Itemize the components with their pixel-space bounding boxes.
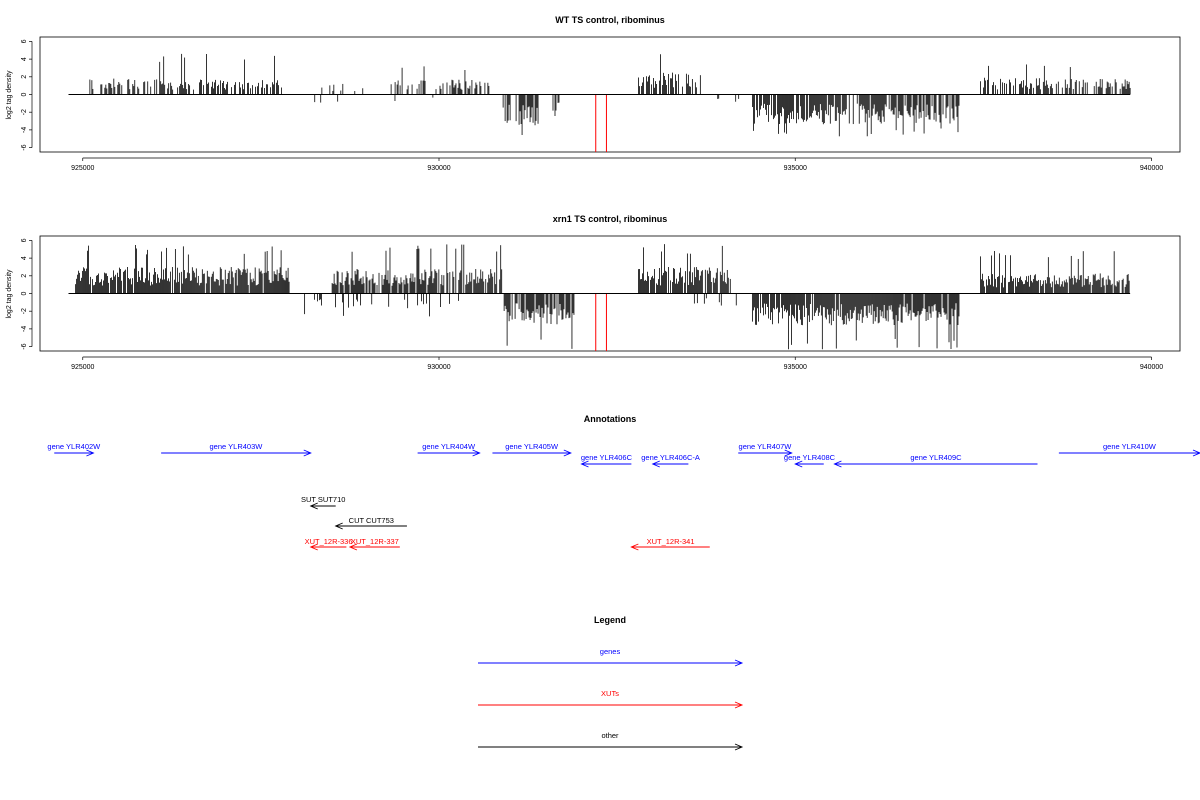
annotation-arrow xyxy=(580,460,632,468)
annotation-label: gene YLR408C xyxy=(784,453,836,462)
wt-y-tick-label: -2 xyxy=(21,109,28,115)
legend-arrow-XUTs xyxy=(478,701,744,709)
annotation-arrow xyxy=(309,502,336,510)
annotation-label: gene YLR406C-A xyxy=(641,453,700,462)
xrn1-signal-bars xyxy=(75,244,1130,350)
xrn1-y-tick-label: 2 xyxy=(21,274,28,278)
wt-y-axis: 6 4 2 0 -2 -4 -6 xyxy=(21,39,33,151)
xrn1-x-tick-label: 940000 xyxy=(1140,364,1163,371)
annotation-arrow xyxy=(630,543,710,551)
legend-label: genes xyxy=(600,647,621,656)
annotation-label: CUT CUT753 xyxy=(349,516,394,525)
annotation-arrow xyxy=(348,543,400,551)
annotation-arrow xyxy=(738,449,793,457)
wt-y-tick-label: 2 xyxy=(21,75,28,79)
annotation-label: XUT_12R-336 xyxy=(305,537,353,546)
xrn1-y-axis: 6 4 2 0 -2 -4 -6 xyxy=(21,238,33,350)
xrn1-y-tick-label: 4 xyxy=(21,256,28,260)
annotation-label: gene YLR404W xyxy=(422,442,476,451)
legend-arrow-genes xyxy=(478,659,744,667)
annotation-label: gene YLR409C xyxy=(910,453,962,462)
annotation-label: gene YLR402W xyxy=(47,442,101,451)
annotation-arrow xyxy=(54,449,95,457)
wt-y-tick-label: -6 xyxy=(21,144,28,150)
wt-x-tick-label: 935000 xyxy=(784,165,807,172)
annotation-arrow xyxy=(651,460,689,468)
legend-arrow-other xyxy=(478,743,744,751)
annotation-label: XUT_12R-337 xyxy=(351,537,399,546)
legend-label: other xyxy=(601,731,619,740)
wt-track-panel: WT TS control, ribominus log2 tag densit… xyxy=(6,15,1181,172)
xrn1-x-axis: 925000 930000 935000 940000 xyxy=(71,356,1163,371)
annotation-arrow xyxy=(417,449,481,457)
annotation-arrow xyxy=(161,449,312,457)
wt-x-tick-label: 930000 xyxy=(427,165,450,172)
xrn1-y-tick-label: -4 xyxy=(21,326,28,332)
legend: genes XUTs other xyxy=(478,647,744,751)
annotation-label: gene YLR410W xyxy=(1103,442,1157,451)
annotation-arrow xyxy=(1058,449,1200,457)
xrn1-y-axis-label: log2 tag density xyxy=(6,269,13,319)
annotation-arrow xyxy=(833,460,1038,468)
wt-y-tick-label: -4 xyxy=(21,127,28,133)
annotation-arrow xyxy=(309,543,347,551)
annotations-title: Annotations xyxy=(584,414,637,424)
xrn1-y-tick-label: 0 xyxy=(21,291,28,295)
xrn1-y-tick-label: -6 xyxy=(21,343,28,349)
xrn1-x-tick-label: 925000 xyxy=(71,364,94,371)
xrn1-track-title: xrn1 TS control, ribominus xyxy=(553,214,668,224)
annotation-label: gene YLR407W xyxy=(739,442,793,451)
annotation-arrow xyxy=(794,460,824,468)
annotation-label: gene YLR406C xyxy=(581,453,633,462)
annotation-features: gene YLR402W gene YLR403W gene YLR404W gene… xyxy=(47,442,1200,551)
legend-title: Legend xyxy=(594,615,626,625)
wt-y-tick-label: 0 xyxy=(21,92,28,96)
wt-x-tick-label: 940000 xyxy=(1140,165,1163,172)
wt-y-tick-label: 6 xyxy=(21,39,28,43)
wt-y-axis-label: log2 tag density xyxy=(6,70,13,120)
annotation-label: gene YLR403W xyxy=(210,442,264,451)
xrn1-x-tick-label: 935000 xyxy=(784,364,807,371)
annotation-label: XUT_12R-341 xyxy=(647,537,695,546)
annotation-arrow xyxy=(492,449,572,457)
wt-x-tick-label: 925000 xyxy=(71,165,94,172)
wt-y-tick-label: 4 xyxy=(21,57,28,61)
wt-red-lines xyxy=(595,94,607,152)
annotation-arrow xyxy=(334,522,407,530)
xrn1-red-lines xyxy=(595,293,607,351)
xrn1-y-tick-label: 6 xyxy=(21,238,28,242)
xrn1-plot-frame xyxy=(39,235,1181,352)
xrn1-y-tick-label: -2 xyxy=(21,308,28,314)
xrn1-track-panel: xrn1 TS control, ribominus log2 tag dens… xyxy=(6,214,1181,371)
xrn1-x-tick-label: 930000 xyxy=(427,364,450,371)
annotation-label: SUT SUT710 xyxy=(301,495,345,504)
wt-x-axis: 925000 930000 935000 940000 xyxy=(71,157,1163,172)
wt-plot-frame xyxy=(39,36,1181,153)
annotation-label: gene YLR405W xyxy=(505,442,559,451)
wt-signal-bars xyxy=(89,53,1131,137)
legend-label: XUTs xyxy=(601,689,619,698)
wt-track-title: WT TS control, ribominus xyxy=(555,15,665,25)
